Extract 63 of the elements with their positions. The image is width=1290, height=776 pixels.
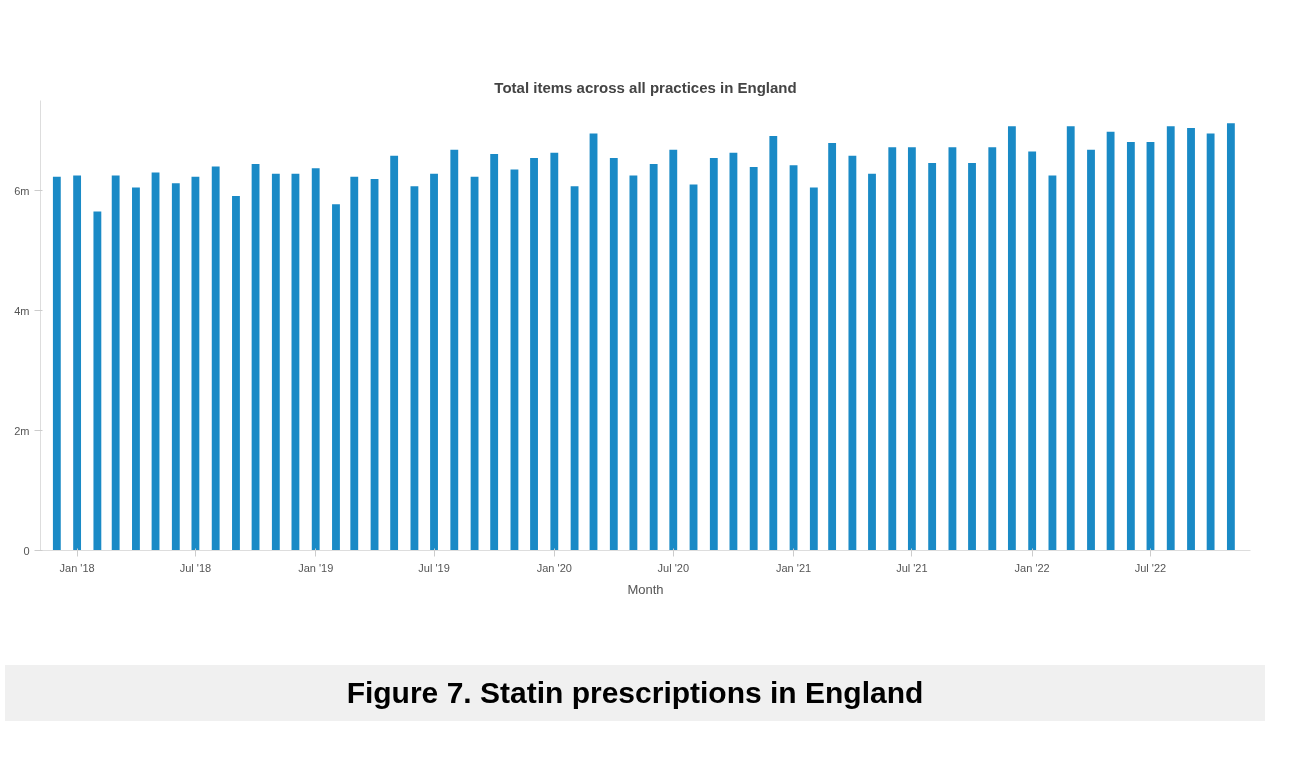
bar <box>629 175 638 551</box>
bar <box>1187 128 1195 551</box>
bar <box>1126 141 1135 551</box>
bar <box>809 187 818 551</box>
bar <box>968 162 976 551</box>
bar <box>948 147 957 551</box>
y-tick-label: 0 <box>23 544 30 557</box>
bar <box>311 168 320 551</box>
bar <box>1106 131 1115 551</box>
bar <box>907 147 916 551</box>
bar <box>888 147 897 551</box>
x-tick-label: Jul '19 <box>418 561 450 574</box>
bar <box>709 158 718 551</box>
bar <box>1226 123 1235 551</box>
y-tick-label: 6m <box>14 184 30 197</box>
y-tick-label: 4m <box>14 304 30 317</box>
bar <box>848 155 857 551</box>
x-tick-label: Jan '20 <box>536 561 572 574</box>
bar <box>111 175 120 551</box>
bar <box>390 155 399 551</box>
bar <box>332 204 340 551</box>
bar <box>52 176 61 551</box>
bar <box>232 195 240 551</box>
bar <box>1087 149 1095 551</box>
bar <box>928 162 937 551</box>
bar <box>530 158 538 551</box>
bar <box>410 186 419 551</box>
bar <box>430 173 438 551</box>
bar <box>211 166 220 551</box>
y-tick-label: 2m <box>14 424 30 437</box>
x-tick-label: Jul '22 <box>1134 561 1167 574</box>
bar <box>649 164 658 551</box>
bar <box>609 158 618 551</box>
bar <box>868 173 876 551</box>
bar <box>769 135 778 551</box>
x-tick-label: Jul '21 <box>896 561 928 574</box>
bar <box>271 173 280 551</box>
x-tick-label: Jan '22 <box>1014 561 1050 574</box>
x-tick-label: Jan '18 <box>59 561 95 574</box>
bar <box>988 147 997 551</box>
bar <box>73 175 82 551</box>
x-axis-title: Month <box>627 581 664 597</box>
x-tick-label: Jan '21 <box>776 561 812 574</box>
bar <box>1206 133 1215 551</box>
x-tick-label: Jul '18 <box>179 561 212 574</box>
bar <box>490 153 499 551</box>
bar <box>1007 126 1016 551</box>
bar <box>828 143 837 551</box>
caption: Figure 7. Statin prescriptions in England <box>346 675 924 711</box>
bar <box>550 152 559 551</box>
x-tick-label: Jul '20 <box>657 561 690 574</box>
bar <box>132 187 140 551</box>
bar <box>350 176 359 551</box>
bar <box>1166 126 1175 551</box>
bar <box>450 149 459 551</box>
bar <box>93 211 102 551</box>
bar <box>669 149 678 551</box>
bar <box>1028 151 1037 551</box>
chart-title: Total items across all practices in England <box>494 78 797 96</box>
bar <box>749 167 758 551</box>
bar <box>1066 126 1075 551</box>
x-tick-label: Jan '19 <box>298 561 334 574</box>
bar <box>171 183 180 551</box>
